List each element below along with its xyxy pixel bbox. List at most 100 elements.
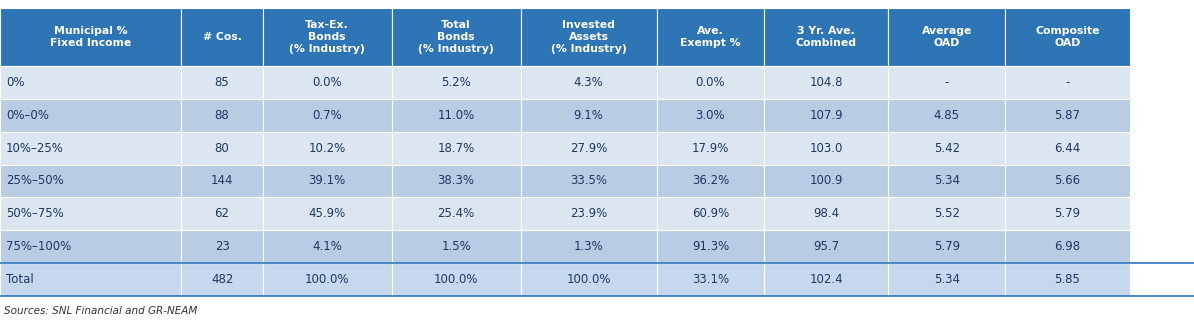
Text: 5.2%: 5.2% [442, 76, 470, 89]
Bar [0, 132, 181, 165]
Bar [657, 165, 764, 197]
Bar [888, 263, 1005, 296]
Bar [0, 197, 181, 230]
Text: 5.87: 5.87 [1054, 109, 1081, 122]
Bar [888, 132, 1005, 165]
Text: 5.85: 5.85 [1054, 273, 1081, 286]
Bar [1005, 132, 1130, 165]
Bar [181, 197, 263, 230]
Text: 102.4: 102.4 [810, 273, 843, 286]
Bar [392, 263, 521, 296]
Text: 88: 88 [215, 109, 229, 122]
Bar [657, 263, 764, 296]
Text: 39.1%: 39.1% [308, 175, 346, 188]
Bar [0, 165, 181, 197]
Bar [764, 165, 888, 197]
Text: 6.98: 6.98 [1054, 240, 1081, 253]
Text: 482: 482 [211, 273, 233, 286]
Text: Ave.
Exempt %: Ave. Exempt % [681, 26, 740, 48]
Text: 91.3%: 91.3% [691, 240, 730, 253]
Bar [521, 197, 657, 230]
Bar [764, 230, 888, 263]
Text: 60.9%: 60.9% [691, 207, 730, 220]
Text: 62: 62 [215, 207, 229, 220]
Text: # Cos.: # Cos. [203, 32, 241, 42]
Bar [764, 99, 888, 132]
Bar [0, 230, 181, 263]
Bar [392, 197, 521, 230]
Bar [263, 99, 392, 132]
Bar [1005, 8, 1130, 66]
Bar [263, 230, 392, 263]
Bar [657, 8, 764, 66]
Text: 5.52: 5.52 [934, 207, 960, 220]
Text: 107.9: 107.9 [810, 109, 843, 122]
Text: Total
Bonds
(% Industry): Total Bonds (% Industry) [418, 19, 494, 54]
Bar [657, 99, 764, 132]
Bar [1005, 263, 1130, 296]
Bar [181, 66, 263, 99]
Text: 6.44: 6.44 [1054, 142, 1081, 155]
Bar [521, 99, 657, 132]
Text: 75%–100%: 75%–100% [6, 240, 72, 253]
Bar [181, 230, 263, 263]
Bar [0, 263, 181, 296]
Bar [521, 165, 657, 197]
Bar [657, 132, 764, 165]
Text: 104.8: 104.8 [810, 76, 843, 89]
Bar [521, 132, 657, 165]
Text: 100.0%: 100.0% [566, 273, 611, 286]
Text: 45.9%: 45.9% [308, 207, 346, 220]
Bar [181, 165, 263, 197]
Bar [888, 165, 1005, 197]
Bar [657, 230, 764, 263]
Text: 5.34: 5.34 [934, 273, 960, 286]
Bar [1005, 230, 1130, 263]
Text: 0%–0%: 0%–0% [6, 109, 49, 122]
Text: 144: 144 [211, 175, 233, 188]
Text: Sources: SNL Financial and GR-NEAM: Sources: SNL Financial and GR-NEAM [4, 307, 197, 317]
Text: 18.7%: 18.7% [437, 142, 475, 155]
Bar [764, 263, 888, 296]
Text: 4.1%: 4.1% [312, 240, 343, 253]
Bar [764, 8, 888, 66]
Bar [657, 197, 764, 230]
Bar [1005, 165, 1130, 197]
Text: 0.0%: 0.0% [313, 76, 341, 89]
Bar [263, 8, 392, 66]
Text: 9.1%: 9.1% [573, 109, 604, 122]
Bar [181, 8, 263, 66]
Bar [263, 132, 392, 165]
Text: 85: 85 [215, 76, 229, 89]
Bar [0, 8, 181, 66]
Text: 33.5%: 33.5% [571, 175, 607, 188]
Bar [657, 66, 764, 99]
Bar [764, 132, 888, 165]
Text: 103.0: 103.0 [810, 142, 843, 155]
Text: 1.3%: 1.3% [574, 240, 603, 253]
Text: 36.2%: 36.2% [691, 175, 730, 188]
Text: 23: 23 [215, 240, 229, 253]
Bar [392, 8, 521, 66]
Text: 33.1%: 33.1% [691, 273, 730, 286]
Bar [521, 8, 657, 66]
Bar [263, 165, 392, 197]
Bar [392, 132, 521, 165]
Bar [888, 8, 1005, 66]
Bar [521, 230, 657, 263]
Text: 25%–50%: 25%–50% [6, 175, 63, 188]
Bar [392, 165, 521, 197]
Text: 4.3%: 4.3% [574, 76, 603, 89]
Text: 80: 80 [215, 142, 229, 155]
Text: Composite
OAD: Composite OAD [1035, 26, 1100, 48]
Text: 98.4: 98.4 [813, 207, 839, 220]
Text: -: - [1065, 76, 1070, 89]
Bar [1005, 197, 1130, 230]
Bar [888, 230, 1005, 263]
Text: 1.5%: 1.5% [442, 240, 470, 253]
Text: 5.42: 5.42 [934, 142, 960, 155]
Text: 0.0%: 0.0% [696, 76, 725, 89]
Bar [392, 230, 521, 263]
Text: 10.2%: 10.2% [308, 142, 346, 155]
Text: 3.0%: 3.0% [696, 109, 725, 122]
